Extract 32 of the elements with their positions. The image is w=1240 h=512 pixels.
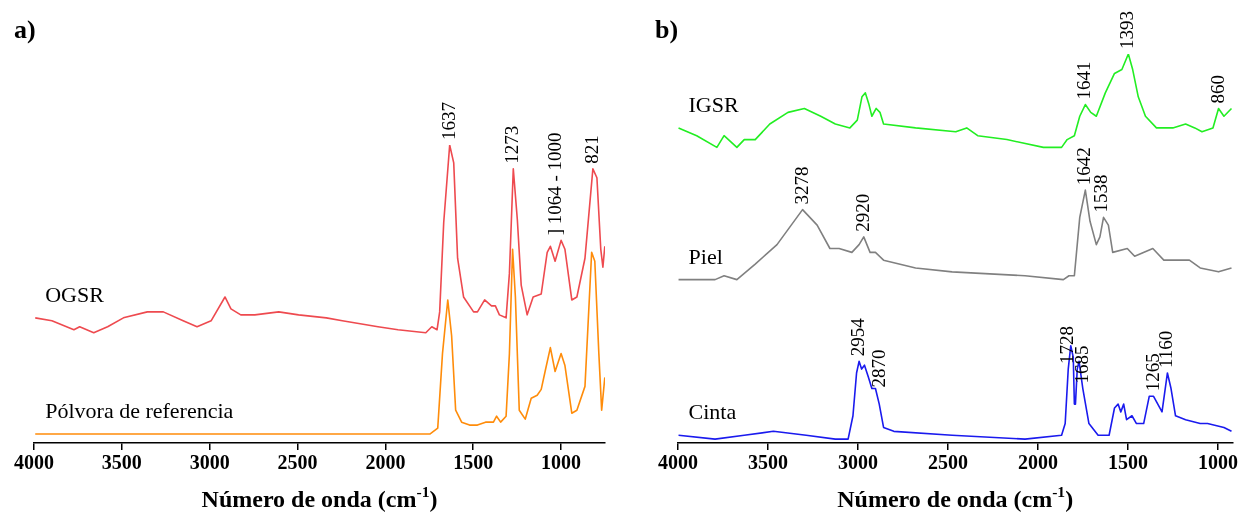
x-tick-label: 3500	[101, 451, 142, 474]
annotation: ] 1064 - 1000	[543, 132, 565, 236]
chart-title: a)	[14, 15, 36, 44]
series-label: Cinta	[688, 399, 737, 425]
annotation: 1393	[1116, 11, 1138, 49]
x-tick-label: 2500	[928, 451, 968, 474]
x-tick-label: 3500	[748, 451, 788, 474]
annotation: 860	[1206, 74, 1228, 104]
annotation: 2870	[867, 349, 889, 388]
x-tick-label: 2000	[1018, 451, 1058, 474]
series-label: Pólvora de referencia	[45, 398, 234, 424]
series-label: IGSR	[688, 91, 739, 117]
series-label: Piel	[688, 243, 723, 269]
x-tick-label: 1000	[1198, 451, 1238, 474]
x-tick-label: 1500	[453, 451, 494, 474]
annotation: 1273	[501, 125, 523, 164]
x-tick-label: 1500	[1108, 451, 1148, 474]
x-tick-label: 4000	[658, 451, 698, 474]
chart-title: b)	[655, 15, 679, 44]
x-tick-label: 2500	[277, 451, 318, 474]
annotation: 1641	[1073, 61, 1095, 100]
annotation: 2954	[847, 317, 869, 357]
x-tick-label: 3000	[189, 451, 230, 474]
x-tick-label: 4000	[14, 451, 54, 474]
annotation: 2920	[851, 193, 873, 232]
annotation: 1637	[437, 102, 459, 140]
annotation: 821	[580, 135, 602, 164]
series-label: OGSR	[45, 281, 105, 307]
x-tick-label: 1000	[541, 451, 582, 474]
x-tick-label: 2000	[365, 451, 406, 474]
annotation: 3278	[790, 166, 812, 205]
x-tick-label: 3000	[838, 451, 878, 474]
